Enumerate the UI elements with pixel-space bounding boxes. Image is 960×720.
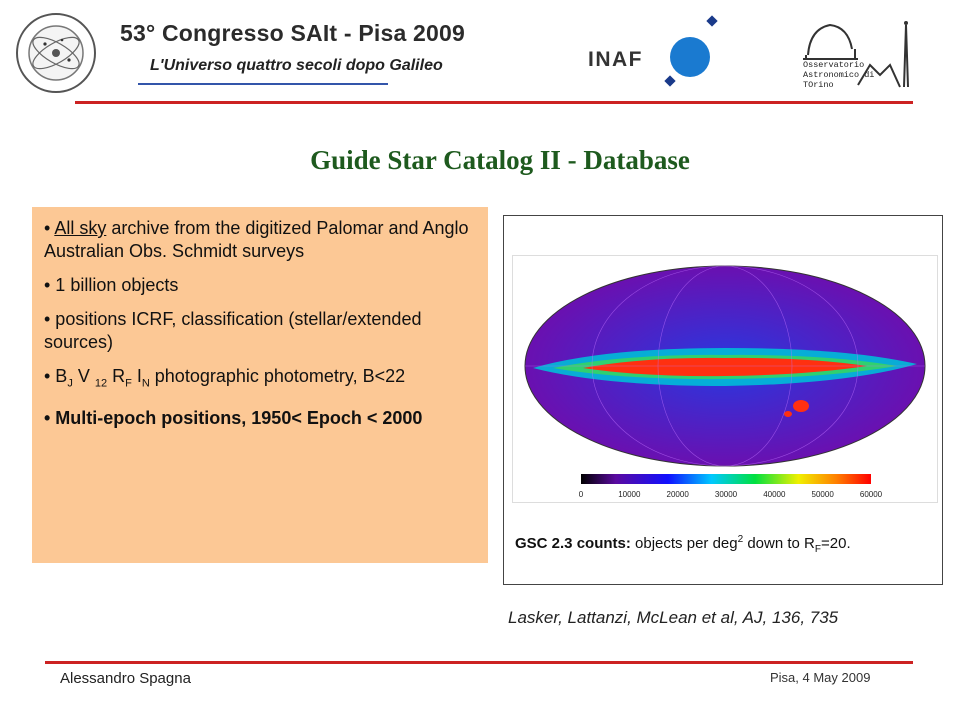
congress-subtitle: L'Universo quattro secoli dopo Galileo	[150, 57, 443, 74]
bullet-box: • All sky archive from the digitized Pal…	[32, 207, 488, 563]
bullet-text: I	[131, 366, 142, 386]
subscript: 12	[94, 377, 108, 390]
bullet-text: • B	[44, 366, 68, 386]
caption-text: objects per deg	[630, 535, 738, 552]
colorbar-tick-label: 0	[579, 490, 584, 499]
observatory-line: TOrino	[803, 80, 834, 90]
colorbar-tick-label: 20000	[667, 490, 690, 499]
bullet-photometry: • BJ V 12 RF IN photographic photometry,…	[44, 365, 478, 396]
bullet-text: photographic photometry, B<22	[149, 366, 406, 386]
inaf-logo-mark	[660, 15, 730, 90]
sky-map-image: 0 10000 20000 30000 40000 50000 60000	[512, 255, 938, 503]
congress-title: 53° Congresso SAIt - Pisa 2009	[120, 20, 466, 46]
colorbar-tick-label: 60000	[860, 490, 883, 499]
figure-caption: GSC 2.3 counts: objects per deg2 down to…	[515, 529, 935, 561]
bullet-text: archive from the digitized Palomar and A…	[44, 218, 469, 261]
bullet-marker: •	[44, 218, 55, 238]
caption-text: down to R	[743, 535, 815, 552]
observatory-line: Astronomico di	[803, 70, 875, 80]
slide-title: Guide Star Catalog II - Database	[310, 145, 690, 175]
subscript: J	[67, 377, 73, 390]
sait-logo	[15, 12, 97, 94]
caption-text: =20.	[821, 535, 851, 552]
caption-subscript: F	[814, 544, 821, 555]
subscript: F	[125, 377, 132, 390]
colorbar-tick-label: 10000	[618, 490, 641, 499]
observatory-line: Osservatorio	[803, 60, 865, 70]
caption-superscript: 2	[737, 534, 744, 545]
all-sky-text: All sky	[54, 218, 107, 238]
subscript: N	[141, 377, 150, 390]
observatory-logo	[800, 15, 920, 105]
bullet-objects: • 1 billion objects	[44, 275, 179, 295]
colorbar-tick-label: 40000	[763, 490, 786, 499]
date: Pisa, 4 May 2009	[770, 670, 871, 685]
bullet-multi-epoch: • Multi-epoch positions, 1950< Epoch < 2…	[44, 407, 423, 428]
bullet-text: V	[72, 366, 95, 386]
bullet-text: R	[107, 366, 126, 386]
colorbar-tick-label: 50000	[812, 490, 835, 499]
colorbar-tick-label: 30000	[715, 490, 738, 499]
reference: Lasker, Lattanzi, McLean et al, AJ, 136,…	[508, 608, 839, 627]
bullet-positions: • positions ICRF, classification (stella…	[44, 309, 422, 352]
header-blue-rule	[138, 83, 388, 85]
footer-divider	[45, 661, 913, 664]
observatory-name: Osservatorio Astronomico di TOrino	[803, 60, 874, 90]
header-divider	[75, 101, 913, 104]
inaf-logo-text: INAF	[588, 48, 643, 71]
bullet-all-sky: • All sky archive from the digitized Pal…	[44, 217, 478, 263]
author: Alessandro Spagna	[60, 670, 191, 687]
caption-label: GSC 2.3 counts:	[515, 535, 631, 552]
